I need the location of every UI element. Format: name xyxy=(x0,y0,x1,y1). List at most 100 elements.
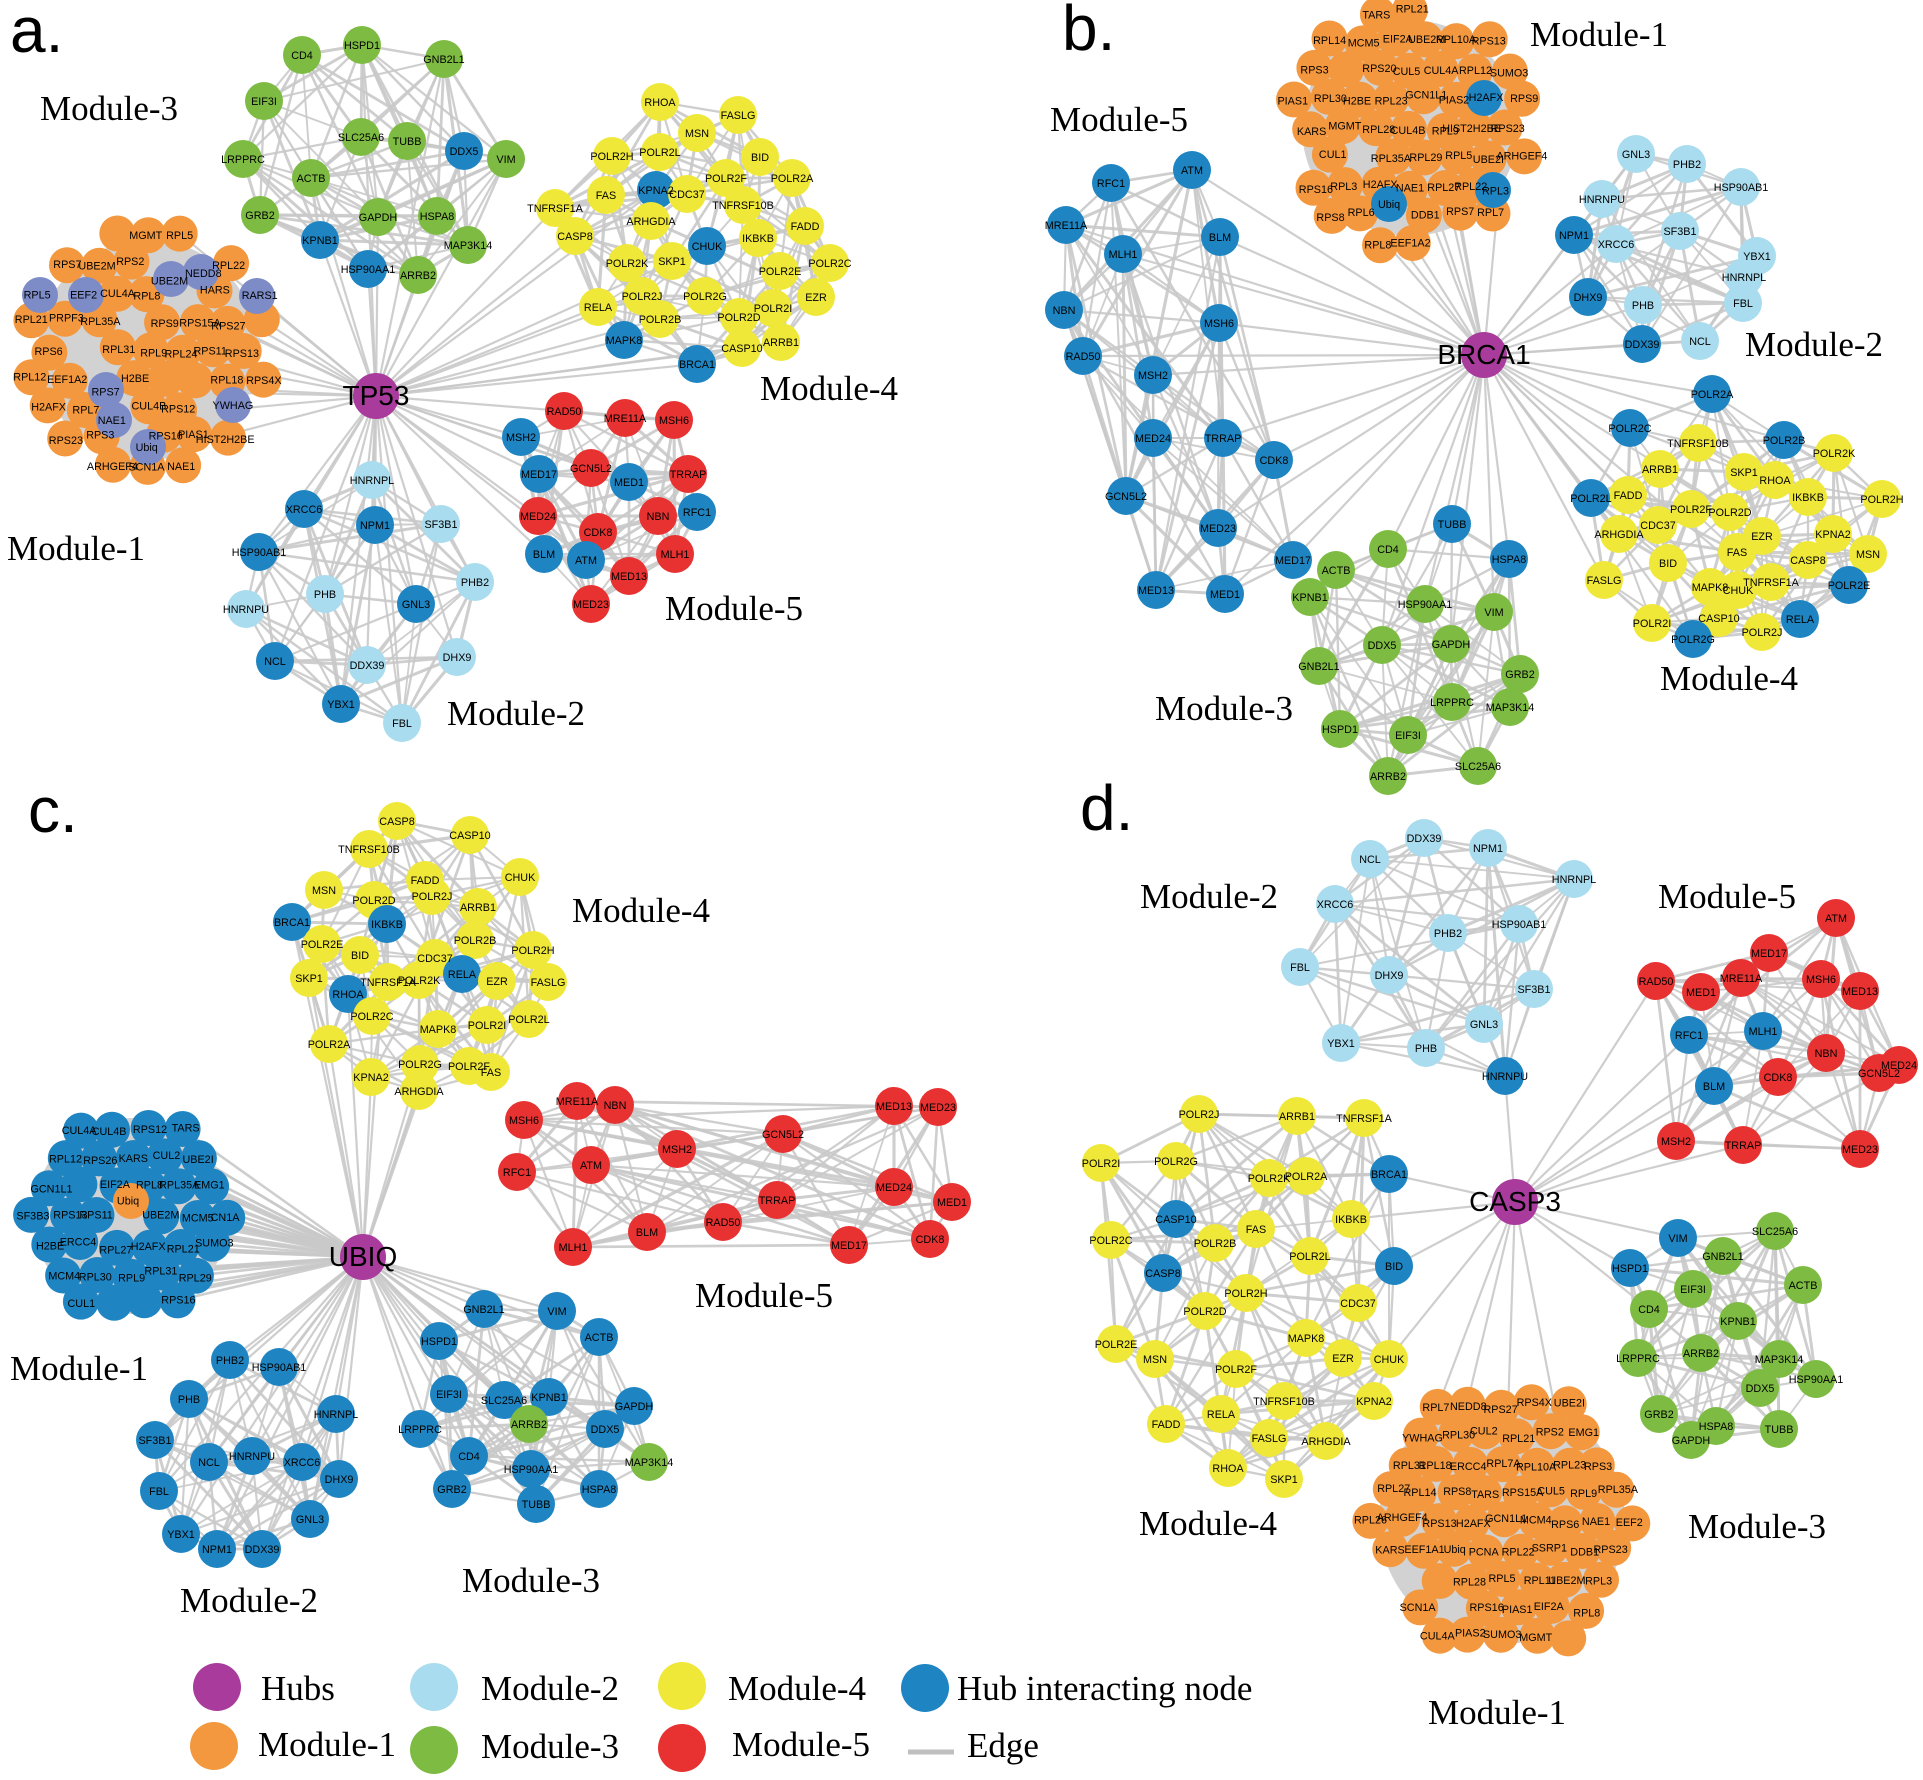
svg-text:MLH1: MLH1 xyxy=(559,1242,588,1254)
svg-text:Module-4: Module-4 xyxy=(572,891,710,930)
svg-text:RAD50: RAD50 xyxy=(706,1217,741,1229)
svg-text:FBL: FBL xyxy=(1733,298,1753,310)
svg-text:HSPA8: HSPA8 xyxy=(420,211,455,223)
svg-text:RPL27: RPL27 xyxy=(1427,182,1460,194)
svg-text:GCN5L2: GCN5L2 xyxy=(1105,491,1147,503)
svg-text:Ubiq: Ubiq xyxy=(1378,199,1400,211)
svg-text:RPS9: RPS9 xyxy=(1510,93,1538,105)
svg-text:RPL28: RPL28 xyxy=(1362,124,1395,136)
svg-text:HIST2H2BE: HIST2H2BE xyxy=(196,434,255,446)
svg-text:CHUK: CHUK xyxy=(1374,1354,1405,1366)
svg-text:Module-2: Module-2 xyxy=(180,1581,318,1620)
svg-text:UBE2M: UBE2M xyxy=(78,261,115,273)
svg-text:XRCC6: XRCC6 xyxy=(284,1457,321,1469)
svg-text:ARHGEF4: ARHGEF4 xyxy=(1496,151,1547,163)
svg-text:HSP90AB1: HSP90AB1 xyxy=(232,547,287,559)
svg-text:MED17: MED17 xyxy=(1751,948,1787,960)
svg-text:POLR2F: POLR2F xyxy=(1670,504,1712,516)
svg-text:FASLG: FASLG xyxy=(721,110,756,122)
svg-text:MRE11A: MRE11A xyxy=(556,1096,599,1108)
svg-text:NAE1: NAE1 xyxy=(1396,182,1424,194)
svg-text:RPL6: RPL6 xyxy=(1348,207,1375,219)
svg-text:UBE2M: UBE2M xyxy=(1548,1575,1585,1587)
svg-text:BRCA1: BRCA1 xyxy=(1437,339,1530,370)
svg-text:HSP90AB1: HSP90AB1 xyxy=(1714,182,1769,194)
svg-text:H2AFX: H2AFX xyxy=(1469,92,1504,104)
svg-text:RPS7: RPS7 xyxy=(1446,206,1474,218)
svg-text:RPL3: RPL3 xyxy=(1585,1575,1612,1587)
svg-text:HSPD1: HSPD1 xyxy=(1322,724,1358,736)
svg-text:ACTB: ACTB xyxy=(1789,1280,1818,1292)
svg-text:CDK8: CDK8 xyxy=(916,1234,945,1246)
svg-text:SKP1: SKP1 xyxy=(1730,467,1758,479)
svg-text:NCL: NCL xyxy=(264,656,286,668)
svg-text:DDX5: DDX5 xyxy=(450,146,479,158)
svg-text:POLR2L: POLR2L xyxy=(1289,1251,1330,1263)
svg-text:CHUK: CHUK xyxy=(1723,585,1754,597)
svg-text:RPL21: RPL21 xyxy=(1396,4,1429,16)
svg-text:DHX9: DHX9 xyxy=(1574,292,1603,304)
svg-text:YBX1: YBX1 xyxy=(1743,251,1771,263)
svg-text:TP53: TP53 xyxy=(343,380,410,411)
svg-text:EIF3I: EIF3I xyxy=(1680,1284,1706,1296)
svg-text:RPS8: RPS8 xyxy=(1443,1486,1471,1498)
svg-text:POLR2A: POLR2A xyxy=(1285,1171,1328,1183)
svg-text:POLR2F: POLR2F xyxy=(448,1061,490,1073)
svg-text:MED13: MED13 xyxy=(1138,585,1174,597)
svg-text:MED13: MED13 xyxy=(876,1101,912,1113)
svg-text:YBX1: YBX1 xyxy=(327,699,355,711)
svg-text:UBE2M: UBE2M xyxy=(151,275,188,287)
svg-text:BLM: BLM xyxy=(636,1227,658,1239)
svg-text:Ubiq: Ubiq xyxy=(117,1195,139,1207)
svg-text:RPS15A: RPS15A xyxy=(179,318,221,330)
svg-text:SF3B3: SF3B3 xyxy=(16,1210,49,1222)
svg-text:PHB: PHB xyxy=(1632,300,1654,312)
svg-text:CDK8: CDK8 xyxy=(1260,455,1289,467)
svg-text:EZR: EZR xyxy=(486,976,508,988)
svg-text:FAS: FAS xyxy=(481,1067,501,1079)
svg-text:NEDD8: NEDD8 xyxy=(1450,1401,1487,1413)
svg-text:CUL4A: CUL4A xyxy=(1424,65,1460,77)
svg-text:BRCA1: BRCA1 xyxy=(274,917,310,929)
svg-text:ACTB: ACTB xyxy=(297,173,326,185)
svg-text:RELA: RELA xyxy=(1786,614,1815,626)
svg-text:EZR: EZR xyxy=(1751,531,1773,543)
svg-text:RPS3: RPS3 xyxy=(1584,1461,1612,1473)
svg-text:RPL7A: RPL7A xyxy=(1486,1458,1521,1470)
svg-text:CASP8: CASP8 xyxy=(1790,555,1825,567)
svg-text:RPL26: RPL26 xyxy=(1354,1515,1387,1527)
svg-text:TUBB: TUBB xyxy=(1765,1424,1794,1436)
svg-text:RPS13: RPS13 xyxy=(53,1209,87,1221)
svg-text:EEF1A2: EEF1A2 xyxy=(47,374,87,386)
svg-text:MSH6: MSH6 xyxy=(1806,974,1836,986)
svg-text:POLR2A: POLR2A xyxy=(771,173,814,185)
svg-text:Module-3: Module-3 xyxy=(462,1561,600,1600)
svg-text:SKP1: SKP1 xyxy=(1270,1474,1298,1486)
svg-text:PHB: PHB xyxy=(1415,1043,1437,1055)
svg-text:RPS23: RPS23 xyxy=(49,435,83,447)
svg-text:PIAS1: PIAS1 xyxy=(1277,95,1308,107)
svg-text:RPS4X: RPS4X xyxy=(246,375,281,387)
svg-text:DDX39: DDX39 xyxy=(245,1544,280,1556)
svg-text:TARS: TARS xyxy=(1471,1489,1499,1501)
svg-text:GRB2: GRB2 xyxy=(1644,1409,1673,1421)
svg-text:RPL31: RPL31 xyxy=(1393,1460,1426,1472)
svg-text:POLR2D: POLR2D xyxy=(1708,507,1751,519)
svg-text:CHUK: CHUK xyxy=(505,872,536,884)
svg-text:RELA: RELA xyxy=(1207,1409,1236,1421)
svg-text:CASP10: CASP10 xyxy=(449,830,490,842)
svg-text:RPL28: RPL28 xyxy=(1453,1577,1486,1589)
svg-text:SKP1: SKP1 xyxy=(658,256,686,268)
svg-text:VIM: VIM xyxy=(547,1306,566,1318)
svg-text:RPL21: RPL21 xyxy=(1502,1433,1535,1445)
svg-text:TARS: TARS xyxy=(1362,10,1390,22)
svg-text:RARS1: RARS1 xyxy=(242,290,278,302)
svg-text:POLR2G: POLR2G xyxy=(1154,1156,1198,1168)
svg-text:YWHAG: YWHAG xyxy=(213,400,254,412)
svg-text:ARRB2: ARRB2 xyxy=(1370,771,1406,783)
svg-text:MSH6: MSH6 xyxy=(509,1115,539,1127)
svg-text:TRRAP: TRRAP xyxy=(670,469,707,481)
svg-text:BID: BID xyxy=(751,152,769,164)
svg-text:RPL35A: RPL35A xyxy=(159,1180,200,1192)
svg-text:IKBKB: IKBKB xyxy=(371,919,403,931)
